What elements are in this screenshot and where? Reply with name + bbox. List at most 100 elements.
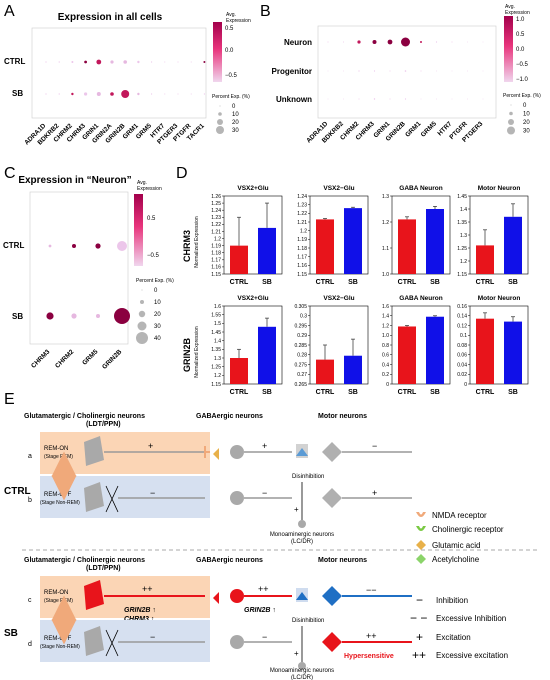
panel-a-legend-title: Avg. Expression <box>226 12 251 24</box>
d-bar <box>426 316 444 384</box>
expression-dot <box>121 90 130 98</box>
expression-dot <box>46 312 54 320</box>
d-tick-label: 1.45 <box>211 330 221 336</box>
d-category-label: SB <box>348 279 358 286</box>
d-tick-label: 1.35 <box>457 220 467 226</box>
e-sb-motor-d <box>322 632 342 652</box>
d-tick-label: 1.17 <box>211 258 221 264</box>
d-tick-label: 0.2 <box>382 372 389 378</box>
e-legend: NMDA receptor Cholinergic receptor Gluta… <box>410 511 508 662</box>
d-tick-label: 0.8 <box>382 343 389 349</box>
e-ctrl-gaba-a <box>230 445 244 459</box>
e-ctrl-motor-b-plus: + <box>372 488 377 498</box>
panel-c-title: Expression in “Neuron” <box>18 175 131 186</box>
expression-dot <box>358 98 360 100</box>
expression-dot <box>404 98 407 100</box>
d-tick-label: 1.25 <box>457 246 467 252</box>
d-tick-label: 1.15 <box>211 382 221 388</box>
panel-letter-a: A <box>4 3 15 20</box>
e-row-b-neuron <box>84 482 104 512</box>
glutamic-acid-icon <box>416 540 426 550</box>
expression-dot <box>420 70 422 72</box>
e-row-d-cross <box>105 629 119 657</box>
panel-b-row-neuron: Neuron <box>284 38 312 47</box>
size-legend-label: 0 <box>523 103 527 109</box>
panel-c-tick-1: −0.5 <box>147 253 160 259</box>
panel-b-size-legend: 0 10 20 30 <box>507 103 530 135</box>
d-tick-label: 1.2 <box>214 373 221 379</box>
panel-a-frame <box>31 27 207 119</box>
d-tick-label: 0 <box>464 382 467 388</box>
expression-dot <box>137 92 140 96</box>
d-bar <box>504 321 522 384</box>
expression-dot <box>435 41 438 43</box>
expression-dot <box>190 93 192 95</box>
panel-b-tick-2: 0.0 <box>516 47 525 53</box>
e-row-d-rem-off: REM-OFF <box>44 636 72 642</box>
e-ctrl-header-glu2: (LDT/PPN) <box>86 421 121 428</box>
expression-dot <box>436 98 437 100</box>
d-chart-frame <box>223 305 283 385</box>
d-category-label: SB <box>262 389 272 396</box>
panel-c-row-sb: SB <box>12 312 23 321</box>
avg-label-a: Avg. <box>226 12 236 18</box>
d-tick-label: 1.22 <box>211 222 221 228</box>
e-ctrl-header-gaba: GABAergic neurons <box>196 413 263 420</box>
panel-a-size-title: Percent Exp. (%) <box>212 94 250 100</box>
e-row-b-rem-off-sub: (Stage Non-REM) <box>40 500 80 506</box>
d-tick-label: 1.55 <box>211 312 221 318</box>
d-tick-label: 0.295 <box>294 323 307 329</box>
d-category-label: SB <box>430 389 440 396</box>
panel-c-gene-labels: CHRM3 CHRM2 GRM5 GRIN2B <box>30 348 124 371</box>
d-category-label: SB <box>508 279 518 286</box>
panel-b-tick-3: −0.5 <box>516 62 529 68</box>
expression-dot <box>467 98 468 100</box>
d-tick-label: 0 <box>386 382 389 388</box>
expression-dot <box>482 41 484 43</box>
panel-d-bar-charts: CHRM3 GRIN2B Normalized Expression Norma… <box>182 185 529 396</box>
d-bar <box>316 359 334 384</box>
e-ctrl-mono: Monoaminergic neurons <box>270 532 334 538</box>
size-legend-label: 20 <box>523 120 530 126</box>
d-tick-label: 1.2 <box>382 323 389 329</box>
size-legend-dot <box>141 289 143 291</box>
d-bar <box>230 358 248 384</box>
d-bar <box>316 219 334 274</box>
panel-d-charts: VSX2+Glu1.151.161.171.181.191.21.211.221… <box>211 185 529 396</box>
e-row-b-minus: − <box>150 488 155 498</box>
panel-d-ylabel-bottom: Normalized Expression <box>194 326 200 378</box>
d-category-label: CTRL <box>230 279 249 286</box>
e-row-a-neuron <box>84 436 104 466</box>
expression-dot <box>401 37 410 47</box>
size-legend-dot <box>140 300 144 304</box>
expression-dot <box>177 93 179 95</box>
size-legend-label: 30 <box>232 128 239 134</box>
expression-dot <box>96 314 100 318</box>
size-legend-dot <box>138 310 146 318</box>
d-tick-label: 1.26 <box>211 194 221 200</box>
d-tick-label: 1.6 <box>382 304 389 310</box>
d-tick-label: 1.15 <box>211 272 221 278</box>
d-tick-label: 1.4 <box>382 314 389 320</box>
d-tick-label: 0.275 <box>294 362 307 368</box>
expression-dot <box>404 70 407 72</box>
panel-a-row-sb: SB <box>12 89 23 98</box>
size-legend-label: 20 <box>154 312 161 318</box>
expression-dot <box>45 93 47 95</box>
e-sb-mono-plus: + <box>294 649 299 658</box>
expression-dot <box>343 41 344 43</box>
d-category-label: SB <box>348 389 358 396</box>
d-tick-label: 1.6 <box>214 304 221 310</box>
expression-dot <box>451 41 453 43</box>
d-category-label: CTRL <box>476 279 495 286</box>
panel-c-size-title: Percent Exp. (%) <box>136 278 174 284</box>
expression-dot <box>358 70 360 72</box>
d-tick-label: 1.3 <box>382 194 389 200</box>
d-tick-label: 1.25 <box>211 364 221 370</box>
panel-a-gene-labels: ADRA1DBDKRB2CHRM2CHRM3GRIN1GRIN2AGRIN2BG… <box>23 122 206 146</box>
expression-dot <box>327 98 329 100</box>
d-bar <box>344 355 362 384</box>
d-chart-frame <box>391 195 451 275</box>
panel-c-row-ctrl: CTRL <box>3 241 24 250</box>
expression-dot <box>164 61 166 63</box>
